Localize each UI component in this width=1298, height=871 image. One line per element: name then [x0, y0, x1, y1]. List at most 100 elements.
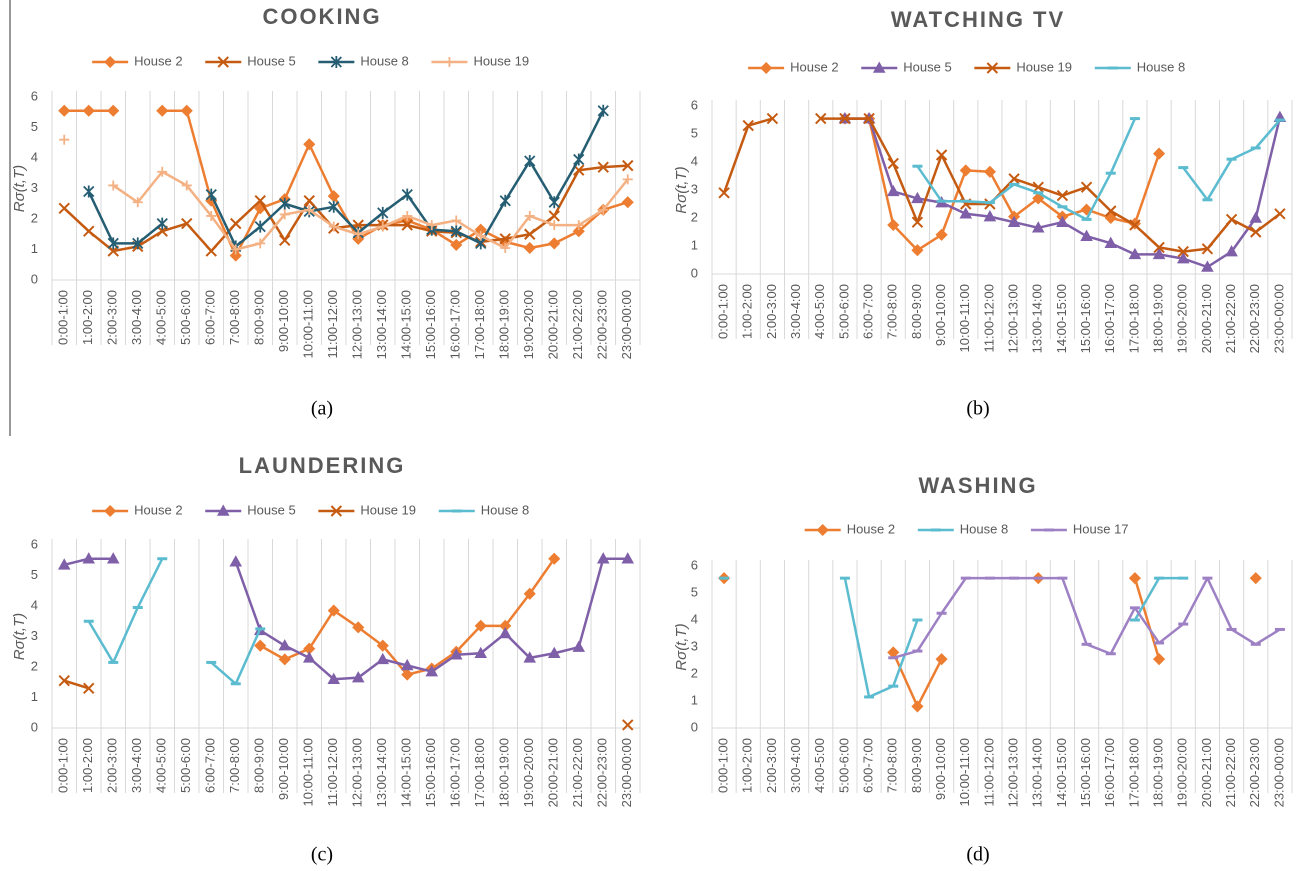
data-point: [1032, 192, 1045, 205]
x-tick-label: 13:00-14:00: [374, 738, 389, 807]
caption: (a): [311, 398, 333, 420]
data-point: [425, 665, 439, 677]
x-tick-label: 13:00-14:00: [374, 290, 389, 359]
data-point: [572, 640, 586, 652]
data-point: [107, 237, 119, 250]
legend-label: House 2: [134, 502, 182, 517]
x-tick-label: 0:00-1:00: [716, 738, 731, 793]
data-point: [548, 196, 560, 209]
y-tick-label: 5: [31, 119, 38, 134]
x-tick-label: 1:00-2:00: [740, 738, 755, 793]
y-tick-label: 2: [31, 210, 38, 225]
data-point: [524, 228, 536, 240]
legend-label: House 19: [473, 53, 529, 68]
x-tick-label: 18:00-19:00: [1151, 284, 1166, 353]
x-tick-label: 22:00-23:00: [595, 738, 610, 807]
data-point: [573, 220, 584, 231]
data-point: [376, 639, 389, 652]
x-tick-label: 2:00-3:00: [105, 738, 120, 793]
data-point: [59, 134, 70, 145]
y-tick-label: 1: [31, 241, 38, 256]
x-tick-label: 16:00-17:00: [448, 738, 463, 807]
data-point: [474, 619, 487, 632]
data-point: [523, 587, 536, 600]
x-tick-label: 17:00-18:00: [1126, 284, 1141, 353]
data-point: [353, 229, 364, 240]
x-tick-label: 9:00-10:00: [276, 738, 291, 800]
data-point: [1225, 245, 1238, 257]
y-tick-label: 1: [691, 237, 698, 252]
data-point: [983, 210, 997, 222]
x-tick-label: 3:00-4:00: [788, 738, 803, 793]
data-point: [498, 626, 512, 639]
data-point: [279, 197, 291, 210]
y-tick-label: 6: [31, 536, 38, 551]
data-point: [911, 191, 924, 204]
data-point: [106, 552, 120, 564]
data-point: [499, 194, 511, 207]
data-point: [328, 200, 340, 213]
data-point: [83, 185, 95, 198]
data-point: [1129, 219, 1141, 231]
data-point: [108, 180, 119, 191]
caption: (c): [311, 844, 333, 866]
x-tick-label: 22:00-23:00: [595, 290, 610, 359]
data-point: [206, 210, 217, 221]
legend-label: House 8: [360, 53, 408, 68]
legend-label: House 5: [247, 502, 295, 517]
x-tick-label: 7:00-8:00: [885, 738, 900, 793]
y-tick-label: 6: [31, 88, 38, 103]
legend-marker: [330, 505, 343, 517]
x-tick-label: 23:00-00:00: [619, 738, 634, 807]
x-tick-label: 14:00-15:00: [399, 738, 414, 807]
data-point: [815, 112, 827, 125]
y-tick-label: 4: [691, 153, 698, 168]
data-point: [1249, 211, 1263, 223]
x-tick-label: 5:00-6:00: [836, 738, 851, 793]
data-point: [279, 234, 291, 247]
data-point: [230, 217, 242, 230]
y-tick-label: 5: [31, 567, 38, 582]
data-point: [302, 651, 316, 663]
x-tick-label: 9:00-10:00: [933, 284, 948, 346]
x-tick-label: 21:00-22:00: [1223, 738, 1238, 807]
data-point: [157, 166, 168, 177]
x-tick-label: 11:00-12:00: [325, 738, 340, 806]
data-point: [1128, 247, 1142, 260]
data-point: [181, 180, 192, 191]
x-tick-label: 23:00-00:00: [1271, 284, 1286, 353]
legend-marker: [216, 504, 230, 516]
data-point: [911, 700, 924, 713]
y-tick-label: 3: [31, 180, 38, 195]
data-point: [1080, 181, 1093, 193]
data-point: [303, 194, 315, 207]
y-tick-label: 0: [691, 719, 698, 734]
x-tick-label: 4:00-5:00: [154, 290, 169, 345]
x-tick-label: 18:00-19:00: [497, 290, 512, 359]
legend-label: House 19: [1016, 59, 1072, 74]
legend-marker: [444, 57, 455, 67]
x-tick-label: 10:00-11:00: [301, 290, 316, 358]
data-point: [1080, 229, 1093, 241]
data-point: [1104, 211, 1117, 225]
data-point: [475, 230, 486, 241]
data-point: [400, 658, 414, 671]
y-tick-label: 3: [691, 181, 698, 196]
x-tick-label: 2:00-3:00: [105, 290, 120, 345]
x-tick-label: 4:00-5:00: [812, 284, 827, 339]
data-point: [596, 552, 610, 564]
data-point: [327, 672, 341, 684]
y-tick-label: 0: [691, 265, 698, 280]
x-tick-label: 20:00-21:00: [546, 738, 561, 807]
data-point: [597, 161, 609, 173]
data-point: [1104, 236, 1118, 248]
x-tick-label: 16:00-17:00: [1102, 738, 1117, 807]
data-point: [229, 249, 242, 262]
x-tick-label: 23:00-00:00: [1271, 738, 1286, 807]
data-point: [450, 238, 463, 251]
series-line: [892, 576, 1281, 660]
data-point: [1128, 572, 1141, 585]
legend-label: House 8: [1137, 59, 1185, 74]
y-tick-label: 6: [691, 557, 698, 572]
x-tick-label: 1:00-2:00: [80, 738, 95, 793]
